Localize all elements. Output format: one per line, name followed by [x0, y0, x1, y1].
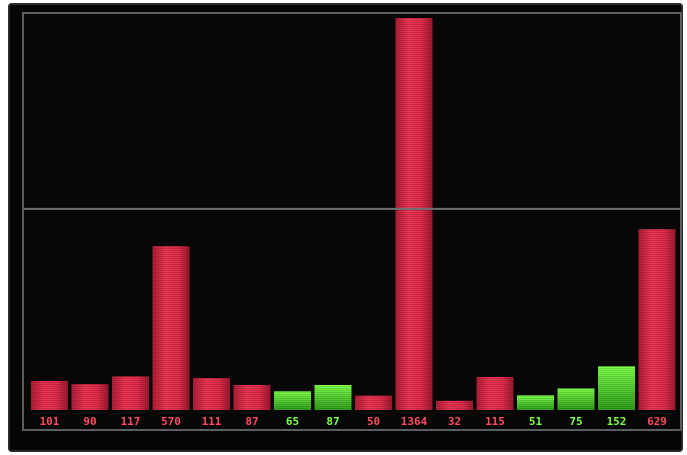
- bar-value-label: 1364: [401, 415, 428, 428]
- bar-scanlines: [598, 366, 635, 410]
- bar-scanlines: [112, 376, 149, 410]
- bar-value-label: 101: [40, 415, 60, 428]
- bar-value-label: 87: [245, 415, 258, 428]
- bar-scanlines: [476, 376, 514, 410]
- bar-scanlines: [314, 384, 352, 410]
- bar-scanlines: [517, 395, 554, 410]
- bar-value-label: 152: [607, 415, 627, 428]
- bar-chart-svg: 101 90 117 570 111 87 65 87 50 1364 32 115 51 75 152 62…: [24, 18, 680, 428]
- bar-scanlines: [355, 395, 392, 410]
- labels-layer: 101 90 117 570 111 87 65 87 50 1364 32 115 51 75 152 62…: [40, 415, 667, 428]
- bar-scanlines: [31, 380, 68, 410]
- bar-scanlines: [152, 246, 190, 410]
- bar-value-label: 115: [485, 415, 505, 428]
- bar-value-label: 50: [367, 415, 380, 428]
- bar-scanlines: [71, 384, 109, 410]
- bar-value-label: 629: [647, 415, 667, 428]
- bar-scanlines: [274, 391, 311, 410]
- bar-scanlines: [395, 18, 433, 410]
- bar-value-label: 75: [569, 415, 582, 428]
- bar-value-label: 65: [286, 415, 299, 428]
- bar-value-label: 111: [202, 415, 222, 428]
- bar-value-label: 570: [161, 415, 181, 428]
- bar-value-label: 117: [121, 415, 141, 428]
- bar-chart-plot-area: 101 90 117 570 111 87 65 87 50 1364 32 115 51 75 152 62…: [22, 12, 682, 431]
- bar-scanlines: [193, 378, 230, 410]
- bar-scanlines: [436, 400, 473, 410]
- bar-scanlines: [638, 229, 676, 410]
- bars-layer: [31, 18, 676, 410]
- bar-scanlines: [233, 384, 271, 410]
- bar-value-label: 90: [83, 415, 96, 428]
- bar-value-label: 87: [326, 415, 339, 428]
- bar-value-label: 51: [529, 415, 543, 428]
- bar-value-label: 32: [448, 415, 461, 428]
- bar-scanlines: [557, 388, 595, 410]
